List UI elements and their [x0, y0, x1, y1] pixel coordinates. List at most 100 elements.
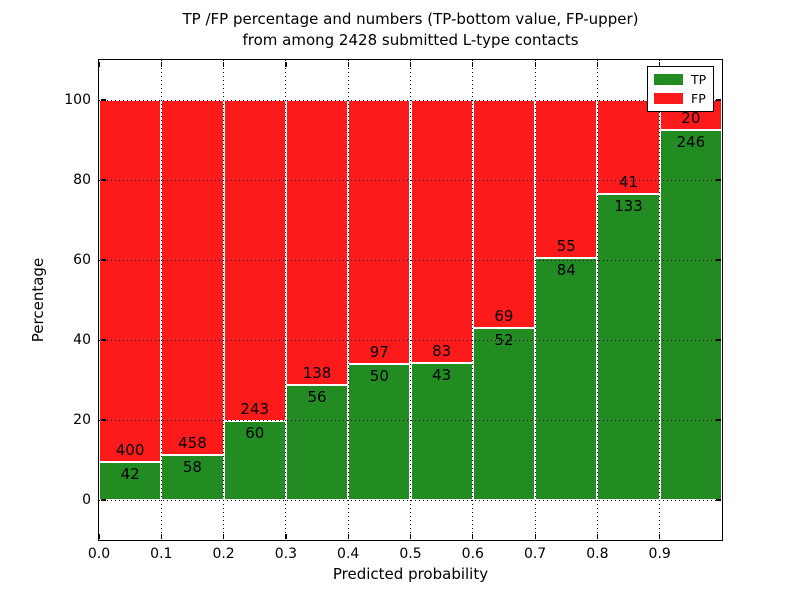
fp-count-label: 458	[178, 434, 207, 453]
x-tick-label: 0.4	[337, 546, 360, 562]
fp-count-label: 138	[302, 363, 332, 382]
gridline-vertical	[285, 60, 287, 540]
x-tick-top	[285, 61, 287, 67]
tp-count-label: 42	[120, 464, 140, 483]
y-axis-label: Percentage	[29, 257, 47, 343]
x-tick-bottom	[285, 533, 287, 539]
x-tick-label: 0.7	[523, 546, 547, 562]
y-tick-left	[100, 179, 106, 181]
gridline-vertical	[659, 60, 661, 540]
gridline-vertical	[160, 60, 162, 540]
x-tick-top	[659, 61, 661, 67]
x-tick-label: 0.9	[648, 546, 671, 562]
x-tick-top	[596, 61, 599, 67]
legend: TP FP	[647, 66, 714, 112]
y-tick-right	[715, 419, 721, 421]
x-tick-top	[347, 61, 349, 67]
fp-count-label: 400	[115, 440, 145, 459]
gridline-horizontal	[99, 179, 722, 181]
x-tick-label: 0.2	[212, 546, 235, 562]
x-tick-label: 0.6	[461, 546, 484, 562]
chart-title: TP /FP percentage and numbers (TP-bottom…	[99, 9, 722, 51]
y-tick-label: 100	[64, 92, 91, 108]
x-tick-bottom	[347, 533, 349, 539]
tp-count-label: 133	[614, 197, 643, 216]
legend-item-tp: TP	[654, 72, 713, 87]
bar-fp-segment	[472, 100, 536, 329]
y-tick-left	[100, 339, 106, 341]
gridline-horizontal	[99, 99, 722, 101]
bar-tp-segment	[99, 461, 162, 500]
fp-count-label: 20	[681, 109, 701, 128]
gridline-vertical	[472, 60, 474, 540]
x-tick-top	[98, 61, 100, 67]
tp-count-label: 58	[182, 458, 202, 477]
legend-label-fp: FP	[691, 91, 706, 107]
x-tick-top	[409, 61, 412, 67]
bar-fp-segment	[535, 100, 598, 259]
y-tick-label: 20	[73, 412, 91, 428]
legend-label-tp: TP	[691, 71, 707, 87]
x-tick-bottom	[409, 533, 412, 539]
y-tick-right	[715, 99, 721, 101]
x-tick-label: 0.1	[150, 546, 173, 562]
y-tick-right	[715, 499, 721, 501]
x-tick-bottom	[160, 533, 162, 539]
bar-fp-segment	[161, 100, 224, 456]
chart-title-line2: from among 2428 submitted L-type contact…	[242, 31, 579, 49]
bar-tp-segment	[161, 455, 224, 500]
x-tick-top	[534, 61, 536, 67]
y-tick-left	[100, 259, 106, 261]
x-tick-top	[472, 61, 474, 67]
fp-swatch-icon	[654, 93, 683, 105]
bar-tp-segment	[597, 194, 660, 500]
y-tick-left	[100, 499, 106, 501]
gridline-vertical	[223, 60, 225, 540]
tp-count-label: 43	[432, 366, 452, 385]
y-tick-right	[715, 179, 721, 181]
bar-tp-segment	[659, 130, 722, 500]
fp-count-label: 97	[369, 342, 389, 361]
x-tick-label: 0.5	[399, 546, 422, 562]
x-tick-label: 0.0	[87, 546, 111, 562]
y-tick-left	[100, 99, 106, 101]
x-tick-bottom	[534, 533, 536, 539]
bar-fp-segment	[597, 100, 660, 195]
fp-count-label: 55	[556, 237, 576, 256]
y-tick-label: 40	[73, 332, 91, 348]
fp-count-label: 243	[240, 399, 270, 418]
tp-count-label: 52	[494, 331, 514, 350]
legend-item-fp: FP	[654, 91, 713, 106]
fp-count-label: 41	[619, 173, 639, 192]
x-axis-label: Predicted probability	[332, 565, 489, 583]
x-tick-label: 0.3	[274, 546, 298, 562]
gridline-vertical	[534, 60, 536, 540]
bar-tp-segment	[348, 363, 411, 500]
x-tick-bottom	[98, 533, 100, 539]
gridline-horizontal	[99, 499, 722, 501]
gridline-horizontal	[99, 259, 722, 261]
bar-tp-segment	[535, 258, 598, 500]
bar-fp-segment	[348, 100, 411, 364]
y-tick-label: 60	[73, 252, 91, 268]
x-tick-bottom	[472, 533, 474, 539]
x-tick-label: 0.8	[586, 546, 609, 562]
fp-count-label: 69	[494, 307, 514, 326]
y-tick-right	[715, 259, 721, 261]
bar-tp-segment	[410, 363, 473, 500]
tp-count-label: 56	[307, 387, 327, 406]
bar-fp-segment	[410, 100, 473, 364]
y-tick-left	[100, 419, 106, 421]
gridline-vertical	[596, 60, 598, 540]
x-tick-top	[223, 61, 225, 67]
chart-title-line1: TP /FP percentage and numbers (TP-bottom…	[182, 10, 639, 28]
gridline-horizontal	[99, 419, 722, 421]
x-tick-bottom	[223, 533, 225, 539]
bar-tp-segment	[285, 384, 349, 500]
bar-fp-segment	[285, 100, 349, 385]
bar-fp-segment	[99, 100, 162, 462]
gridline-vertical	[347, 60, 349, 540]
tp-count-label: 60	[245, 423, 265, 442]
x-tick-bottom	[596, 533, 599, 539]
